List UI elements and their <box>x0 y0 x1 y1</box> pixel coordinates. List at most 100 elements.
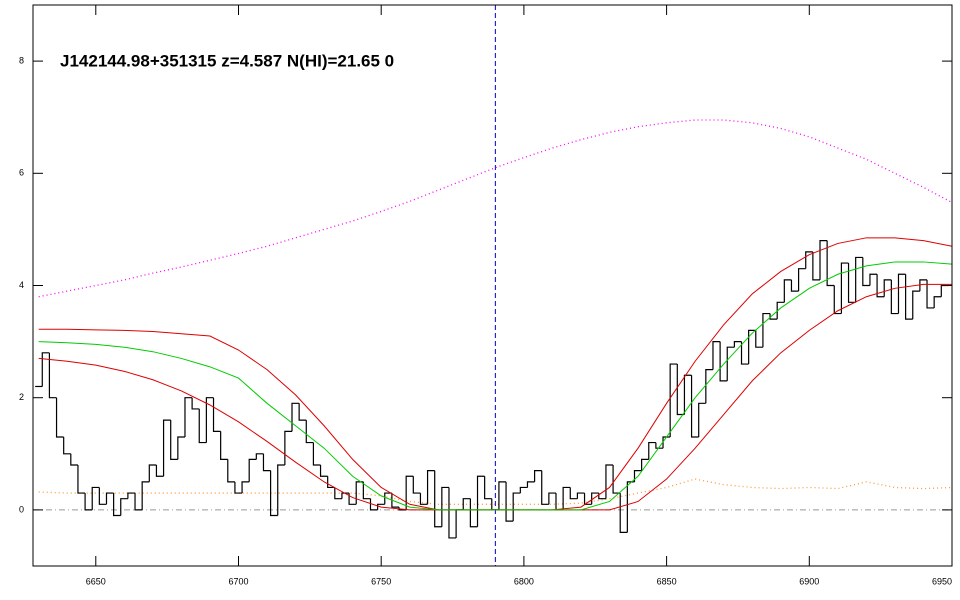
flux-step <box>862 257 870 287</box>
flux-step <box>212 397 221 432</box>
flux-step <box>391 493 400 508</box>
flux-step <box>426 470 435 505</box>
flux-step <box>712 341 721 370</box>
flux-step <box>733 341 742 348</box>
flux-step <box>912 290 920 320</box>
flux-step <box>812 251 821 281</box>
chart-title: J142144.98+351315 z=4.587 N(HI)=21.65 0 <box>60 51 394 70</box>
flux-step <box>626 481 635 533</box>
x-tick-label: 6900 <box>799 576 819 586</box>
flux-step <box>191 397 200 410</box>
flux-step <box>776 301 785 320</box>
flux-step <box>519 486 528 494</box>
flux-step <box>455 509 464 538</box>
flux-step <box>840 262 849 314</box>
flux-step <box>269 470 278 517</box>
flux-step <box>790 279 799 292</box>
flux-step <box>690 375 699 438</box>
flux-step <box>512 492 521 522</box>
flux-step <box>576 492 585 499</box>
flux-step <box>412 476 421 494</box>
flux-step <box>248 458 257 482</box>
flux-step <box>698 402 706 437</box>
flux-step <box>98 487 107 505</box>
flux-step <box>548 492 557 505</box>
flux-step <box>41 352 50 387</box>
flux-step <box>205 397 214 443</box>
flux-step <box>55 397 64 438</box>
flux-step <box>541 470 549 505</box>
flux-step <box>748 329 756 365</box>
flux-step <box>705 369 713 404</box>
flux-step <box>498 481 507 510</box>
flux-step <box>676 364 685 416</box>
flux-step <box>569 487 578 500</box>
flux-step <box>797 268 806 292</box>
flux-step <box>127 492 136 499</box>
flux-step <box>940 284 949 297</box>
flux-step <box>926 279 935 309</box>
y-tick-label: 0 <box>19 504 24 514</box>
flux-step <box>826 240 835 287</box>
flux-step <box>805 251 813 269</box>
x-tick-label: 6700 <box>228 576 248 586</box>
flux-step <box>155 465 164 477</box>
flux-step <box>255 453 264 460</box>
flux-step <box>612 465 621 494</box>
flux-step <box>113 493 121 517</box>
flux-step <box>105 492 114 505</box>
flux-step <box>312 442 321 466</box>
flux-step <box>91 486 100 510</box>
flux-step <box>762 312 771 348</box>
x-tick-label: 6800 <box>514 576 534 586</box>
y-tick-label: 6 <box>19 168 24 178</box>
flux-step <box>384 492 392 505</box>
flux-step <box>362 481 371 500</box>
flux-step <box>448 487 457 539</box>
y-tick-label: 4 <box>19 280 24 290</box>
flux-step <box>662 436 671 449</box>
flux-step <box>184 397 193 437</box>
flux-step <box>726 346 735 381</box>
flux-step <box>648 441 656 460</box>
flux-step <box>476 475 485 527</box>
flux-step <box>334 487 342 500</box>
flux-step <box>462 498 471 510</box>
flux-step <box>120 498 128 516</box>
flux-step <box>633 470 642 482</box>
flux-step <box>505 481 514 522</box>
flux-step <box>77 465 86 494</box>
flux-step <box>398 507 407 511</box>
y-tick-label: 2 <box>19 392 24 402</box>
flux-step <box>298 403 307 421</box>
flux-step <box>869 273 878 286</box>
flux-step <box>84 493 93 511</box>
x-tick-label: 6650 <box>86 576 106 586</box>
flux-step <box>591 492 599 505</box>
flux-step <box>526 481 535 488</box>
flux-step <box>277 464 285 516</box>
flux-step <box>555 493 564 511</box>
plot-area <box>33 5 952 566</box>
flux-step <box>434 470 442 528</box>
flux-step <box>755 330 763 348</box>
flux-step <box>341 492 350 499</box>
flux-step <box>48 352 57 399</box>
flux-step <box>740 341 749 365</box>
flux-step <box>377 503 385 510</box>
flux-step <box>641 458 649 471</box>
flux-step <box>305 420 314 444</box>
flux-step <box>63 436 71 455</box>
flux-step <box>669 363 678 437</box>
flux-step <box>284 430 293 466</box>
flux-step <box>876 274 885 298</box>
flux-step <box>148 464 157 482</box>
flux-step <box>484 476 492 500</box>
flux-step <box>198 408 207 444</box>
x-tick-label: 6850 <box>657 576 677 586</box>
flux-step <box>847 263 856 303</box>
flux-step <box>227 459 235 483</box>
flux-step <box>890 279 899 315</box>
flux-step <box>319 465 328 477</box>
